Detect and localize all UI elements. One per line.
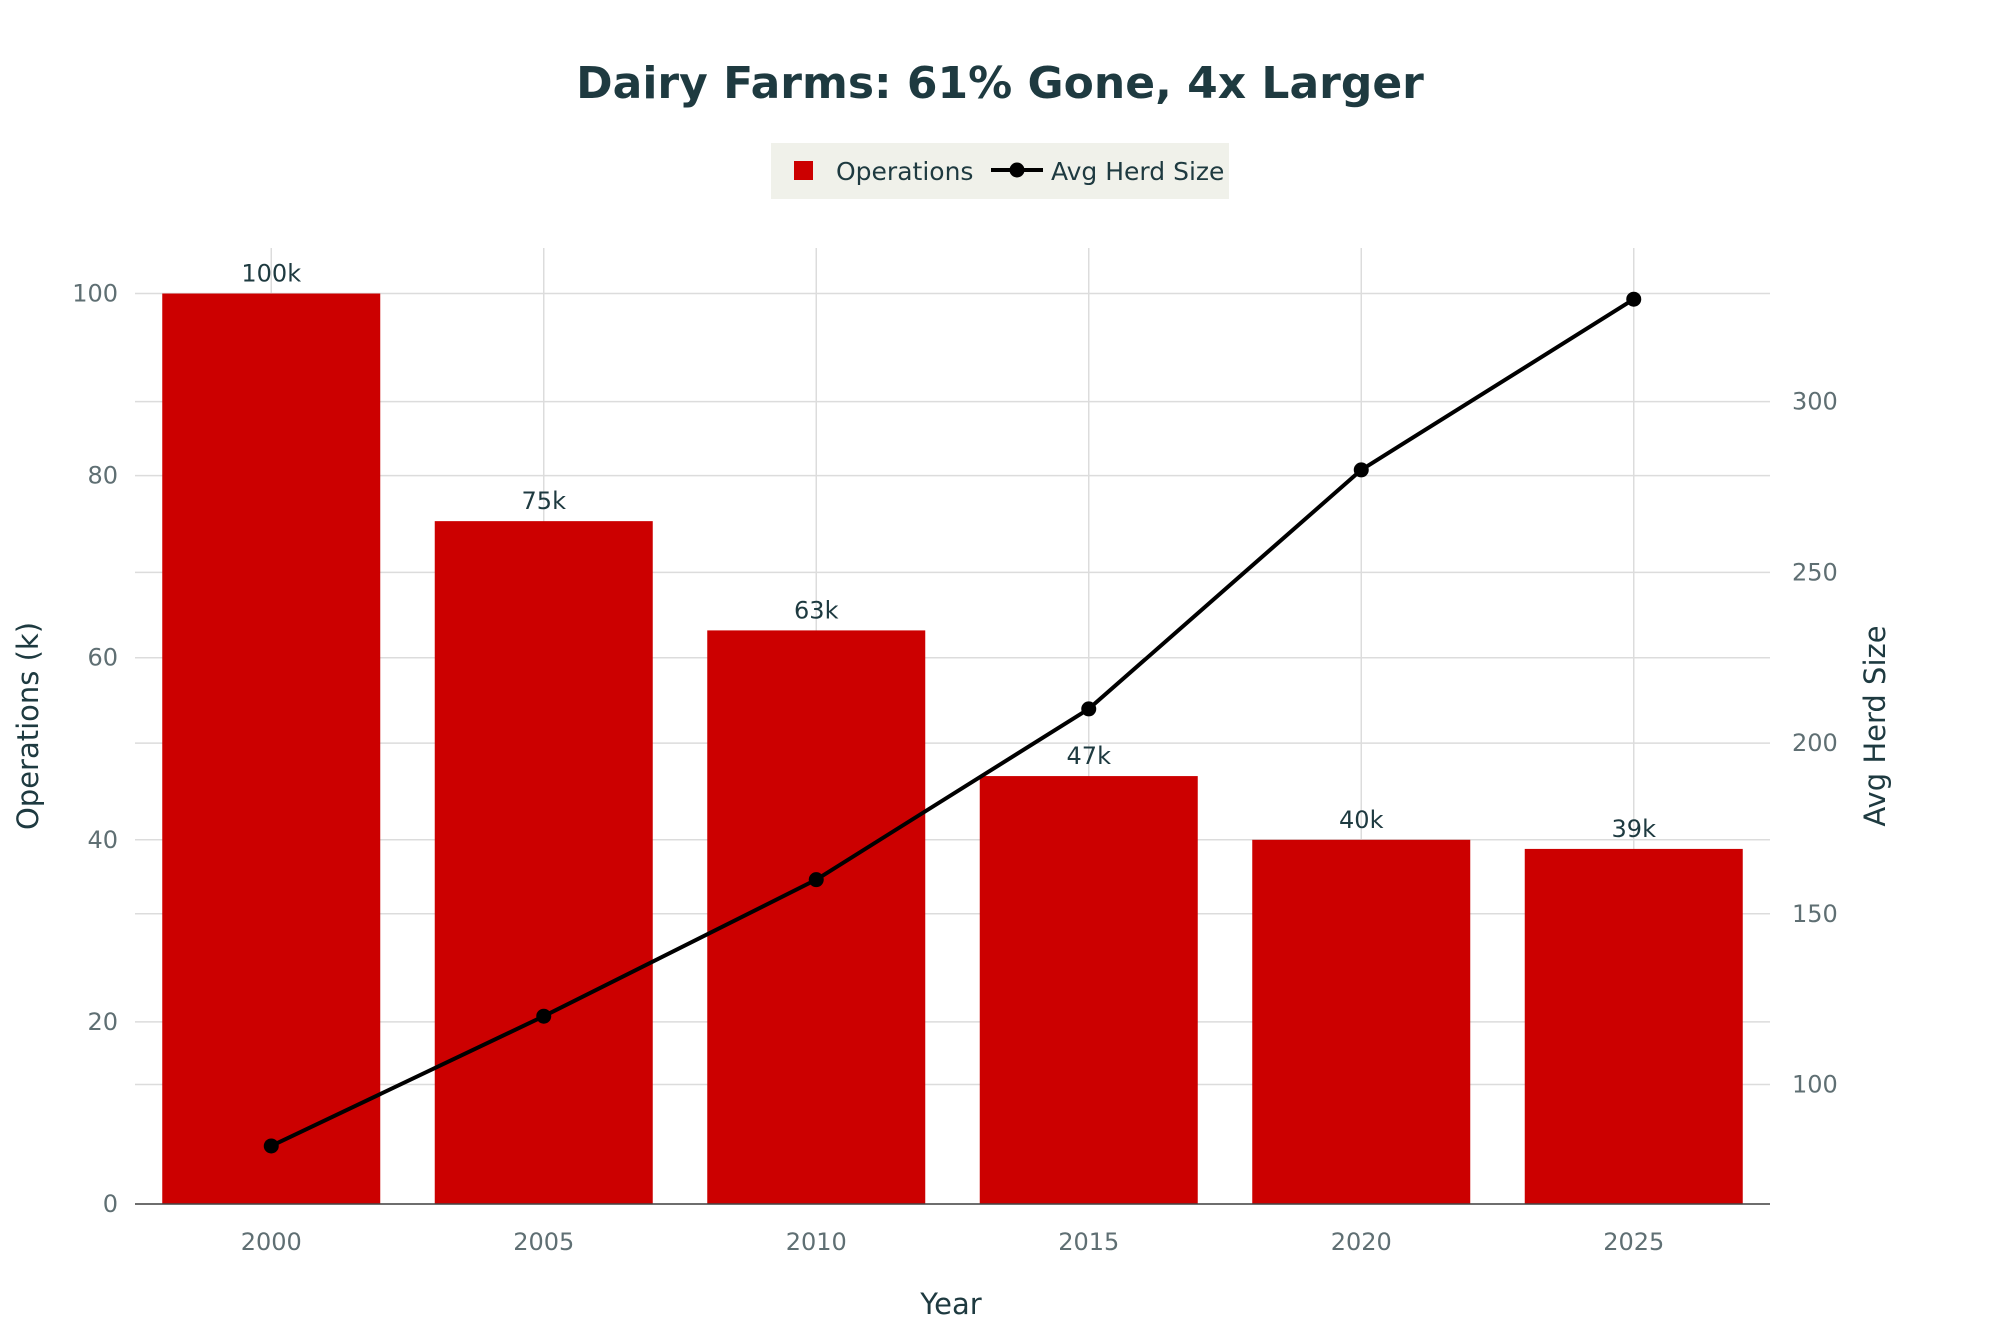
x-tick-2020: 2020 bbox=[1331, 1228, 1392, 1256]
y-tick-40: 40 bbox=[87, 826, 118, 854]
y-tick-0: 0 bbox=[103, 1190, 118, 1218]
x-tick-labels: 2000 2005 2010 2015 2020 2025 bbox=[241, 1228, 1665, 1256]
y2-tick-200: 200 bbox=[1792, 729, 1838, 757]
y2-tick-300: 300 bbox=[1792, 388, 1838, 416]
herd-size-point-2020 bbox=[1353, 462, 1369, 478]
y2-tick-150: 150 bbox=[1792, 900, 1838, 928]
y2-axis-title: Avg Herd Size bbox=[1858, 625, 1892, 826]
y-axis-title: Operations (k) bbox=[11, 622, 45, 830]
herd-size-polyline bbox=[270, 297, 1635, 1148]
legend-herd-marker bbox=[1009, 162, 1025, 178]
herd-size-point-2005 bbox=[536, 1008, 552, 1024]
y2-tick-labels: 100 150 200 250 300 bbox=[1792, 388, 1838, 1099]
y-tick-100: 100 bbox=[72, 280, 118, 308]
x-tick-2005: 2005 bbox=[513, 1228, 574, 1256]
bar-label-2000: 100k bbox=[241, 260, 301, 288]
x-axis-title: Year bbox=[919, 1287, 981, 1321]
y-tick-20: 20 bbox=[87, 1008, 118, 1036]
herd-size-point-2010 bbox=[808, 872, 824, 888]
y-tick-labels: 0 20 40 60 80 100 bbox=[72, 280, 118, 1218]
legend: Operations Avg Herd Size bbox=[771, 143, 1229, 199]
bars bbox=[162, 293, 1743, 1204]
x-tick-2000: 2000 bbox=[241, 1228, 302, 1256]
bar-label-2005: 75k bbox=[522, 487, 567, 515]
bar-2005 bbox=[434, 521, 653, 1204]
y-tick-80: 80 bbox=[87, 462, 118, 490]
y2-tick-100: 100 bbox=[1792, 1071, 1838, 1099]
legend-operations-label: Operations bbox=[836, 157, 973, 186]
legend-operations-swatch bbox=[794, 161, 813, 180]
y2-tick-250: 250 bbox=[1792, 558, 1838, 586]
y-tick-60: 60 bbox=[87, 644, 118, 672]
herd-size-point-2000 bbox=[263, 1138, 279, 1154]
x-tick-2025: 2025 bbox=[1603, 1228, 1664, 1256]
bar-2015 bbox=[979, 776, 1198, 1204]
herd-size-line bbox=[263, 291, 1642, 1154]
bar-label-2020: 40k bbox=[1339, 806, 1384, 834]
x-tick-2015: 2015 bbox=[1058, 1228, 1119, 1256]
legend-herd-label: Avg Herd Size bbox=[1051, 157, 1224, 186]
bar-label-2025: 39k bbox=[1612, 815, 1657, 843]
bar-label-2015: 47k bbox=[1067, 742, 1112, 770]
x-tick-2010: 2010 bbox=[786, 1228, 847, 1256]
bar-data-labels: 100k 75k 63k 47k 40k 39k bbox=[241, 260, 1656, 843]
bar-2025 bbox=[1524, 848, 1743, 1204]
chart-title: Dairy Farms: 61% Gone, 4x Larger bbox=[576, 58, 1424, 109]
bar-2000 bbox=[162, 293, 381, 1204]
bar-label-2010: 63k bbox=[794, 596, 839, 624]
bar-2020 bbox=[1252, 839, 1471, 1204]
herd-size-point-2015 bbox=[1081, 701, 1097, 717]
herd-size-point-2025 bbox=[1626, 291, 1642, 307]
